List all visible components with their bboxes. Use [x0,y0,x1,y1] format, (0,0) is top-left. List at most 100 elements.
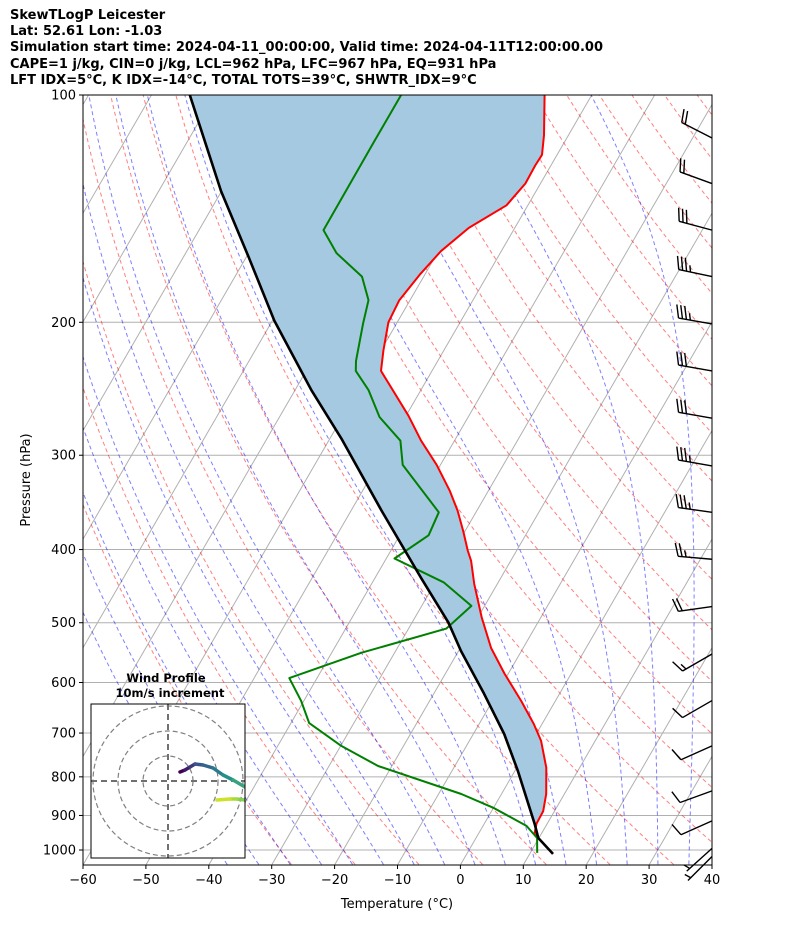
isotherm-line [334,212,712,865]
y-tick-label: 300 [51,449,76,464]
moist-adiabat [83,181,415,865]
dry-adiabat [142,95,611,865]
cape-shading [189,95,554,854]
x-tick-label: 10 [515,873,532,888]
hodograph-trace-segment [221,773,235,782]
wind-barb [677,207,713,231]
moist-adiabat [590,95,695,865]
dry-adiabat [305,95,712,682]
dry-adiabat [435,95,712,482]
dewpoint-line [288,95,539,853]
x-tick-label: −20 [321,873,348,888]
dry-adiabat [566,95,712,295]
wind-barb [679,158,713,185]
isotherm-line [775,95,794,864]
wind-barb [671,820,713,836]
header-indices: LFT IDX=5°C, K IDX=-14°C, TOTAL TOTS=39°… [10,73,477,88]
isotherm-line [648,755,712,865]
wind-barb [674,542,713,560]
wind-barb [676,351,713,372]
y-tick-label: 600 [51,676,76,691]
moist-adiabat [83,355,353,865]
y-tick-label: 100 [51,89,76,104]
hodograph-frame [90,703,246,859]
dry-adiabat [730,95,794,864]
isotherm-line [83,95,278,432]
dry-adiabat [83,259,420,865]
hodograph-trace-segment [215,797,232,802]
dry-adiabat [83,503,292,865]
dry-adiabat [533,95,712,341]
dry-adiabat [240,95,712,789]
wind-barb [671,745,713,761]
moist-adiabat [720,95,747,864]
temperature-line [380,95,554,855]
y-tick-label: 500 [51,616,76,631]
isotherm-line [83,95,89,106]
y-tick-label: 900 [51,809,76,824]
axes: −60 −50 −40 −30 −20 −10 0 10 20 30 40 100 200 300 400 5… [43,89,720,889]
hodograph-ring [117,730,219,832]
moist-adiabat [362,95,628,865]
hodograph-trace-segment [211,766,225,777]
x-tick-label: −50 [132,873,159,888]
moist-adiabat [230,95,567,865]
isotherm-line [271,103,712,865]
dry-adiabat [501,95,712,387]
header-location: Lat: 52.61 Lon: -1.03 [10,24,163,39]
wind-barb [676,398,713,419]
isotherm-line [397,320,712,865]
hodograph-subtitle: 10m/s increment [116,686,225,700]
header-times: Simulation start time: 2024-04-11_00:00:… [10,40,603,55]
y-axis-label: Pressure (hPa) [19,433,34,526]
wind-barb [672,653,713,672]
profile-curves [188,95,554,855]
dry-adiabat [110,95,547,865]
cape-cin-fill [189,95,554,854]
x-tick-label: −30 [258,873,285,888]
wind-barb [676,446,713,467]
moist-adiabat [83,426,322,865]
isotherm-line [711,864,712,865]
x-tick-label: 20 [578,873,595,888]
hodograph-title: Wind Profile [126,671,206,685]
x-tick-label: −10 [384,873,411,888]
y-tick-label: 1000 [43,844,76,859]
wind-barb [672,699,713,719]
hodograph-inset: Wind Profile 10m/s increment [90,671,246,859]
hodograph-trace-segment [231,778,245,789]
wind-barb [681,109,713,139]
header-title: SkewTLogP Leicester [10,8,166,23]
y-tick-label: 400 [51,543,76,558]
wind-barb [675,493,713,513]
dry-adiabat [273,95,712,735]
moist-adiabat [146,95,506,865]
moist-adiabat [115,95,476,865]
isotherm-line [83,95,215,323]
y-tick-label: 200 [51,316,76,331]
moist-adiabat [184,95,537,865]
x-tick-label: 0 [456,873,464,888]
x-tick-label: 30 [641,873,658,888]
wind-barb [684,855,713,882]
moist-adiabat [461,95,659,865]
x-tick-label: −40 [195,873,222,888]
isotherm-line [586,646,712,865]
wind-barb [671,790,713,804]
dry-adiabat [207,95,712,843]
y-tick-label: 700 [51,727,76,742]
moist-adiabat [83,491,291,865]
header-cape: CAPE=1 j/kg, CIN=0 j/kg, LCL=962 hPa, LF… [10,57,497,72]
wind-barb [671,598,713,613]
wind-barb [676,255,713,278]
moist-adiabat [83,275,384,865]
dry-adiabat [370,95,712,581]
dry-adiabat [83,386,356,865]
isotherm-line [523,538,712,865]
dry-adiabat [598,95,712,249]
wind-barbs [671,109,713,882]
wind-barb [683,847,713,872]
y-tick-label: 800 [51,770,76,785]
hodograph-trace-segment [243,785,245,790]
